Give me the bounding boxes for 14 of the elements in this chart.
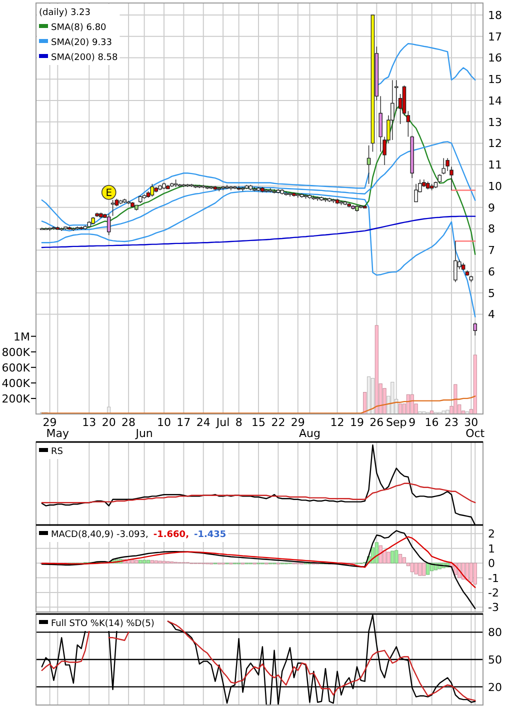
y-tick-label: -1 xyxy=(488,572,499,585)
legend-label: MACD(8,40,9) -3.093, xyxy=(51,530,148,540)
y-tick-label: 1 xyxy=(488,542,495,556)
y-tick-label: 2 xyxy=(488,528,495,541)
legend-label: Full STO %K(14) %D(5) xyxy=(51,619,154,629)
legend-label: RS xyxy=(51,447,64,457)
y-tick-label: 80 xyxy=(488,626,502,640)
y-tick-label: 20 xyxy=(488,680,502,694)
annotation: -1.435 xyxy=(194,530,226,540)
y-tick-label: -2 xyxy=(488,586,499,600)
y-tick-label: 0 xyxy=(488,557,495,570)
y-tick-label: 50 xyxy=(488,654,502,666)
y-tick-label: -3 xyxy=(488,601,499,614)
series-label: -1.660, xyxy=(153,530,189,540)
